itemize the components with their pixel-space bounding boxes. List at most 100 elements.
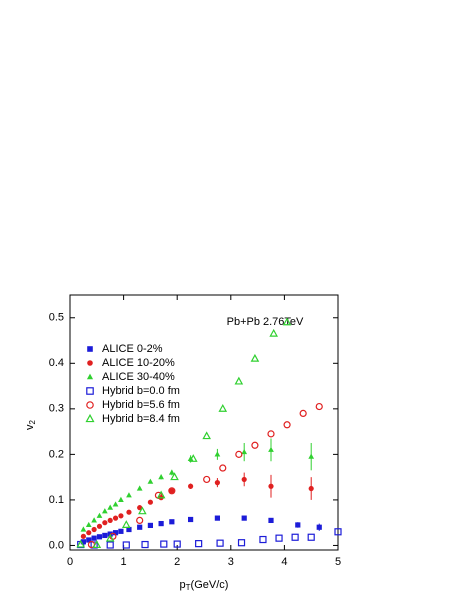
marker xyxy=(118,513,124,519)
marker xyxy=(80,533,86,539)
marker xyxy=(188,483,194,489)
marker xyxy=(283,421,291,429)
marker xyxy=(147,478,154,484)
marker xyxy=(147,499,153,505)
marker xyxy=(214,480,220,486)
marker xyxy=(241,515,247,521)
legend-marker xyxy=(86,387,94,395)
marker xyxy=(118,496,124,502)
marker xyxy=(106,541,114,549)
marker xyxy=(158,474,164,480)
marker xyxy=(158,520,164,527)
marker xyxy=(282,317,292,326)
plot-frame xyxy=(69,294,339,551)
marker xyxy=(234,376,244,385)
marker xyxy=(269,328,278,337)
y-label-base: v xyxy=(24,424,36,430)
marker xyxy=(86,537,92,543)
marker xyxy=(187,455,194,462)
y-tick-label: 0.3 xyxy=(49,403,64,415)
y-axis-label: v2 xyxy=(24,419,37,430)
x-label-base: p xyxy=(180,579,186,591)
marker xyxy=(85,521,92,528)
marker xyxy=(126,492,132,498)
marker xyxy=(141,540,149,549)
marker xyxy=(316,524,322,530)
marker xyxy=(268,517,274,524)
marker xyxy=(241,476,247,483)
x-label-sub: T xyxy=(186,583,191,592)
marker xyxy=(96,523,103,529)
legend-marker xyxy=(86,401,94,409)
marker xyxy=(90,541,98,549)
marker xyxy=(237,539,246,547)
marker xyxy=(107,517,113,524)
marker xyxy=(308,453,315,459)
marker xyxy=(96,512,103,518)
marker xyxy=(136,516,144,525)
marker xyxy=(315,402,323,411)
marker xyxy=(168,487,176,495)
marker xyxy=(121,520,131,528)
marker xyxy=(195,540,203,548)
legend-label: ALICE 10-20% xyxy=(102,357,175,369)
marker xyxy=(91,535,97,541)
marker xyxy=(112,530,119,536)
marker xyxy=(138,506,147,515)
y-tick-label: 0.1 xyxy=(49,494,64,506)
x-tick-label: 4 xyxy=(281,556,287,568)
marker xyxy=(118,528,124,534)
x-tick-label: 5 xyxy=(335,556,341,568)
marker xyxy=(334,528,342,536)
marker xyxy=(147,522,153,529)
marker xyxy=(76,539,86,548)
marker xyxy=(295,522,301,528)
marker xyxy=(80,526,87,532)
marker xyxy=(126,526,132,533)
marker xyxy=(126,509,132,515)
marker xyxy=(203,475,211,484)
marker xyxy=(268,483,274,489)
marker xyxy=(308,485,314,492)
marker xyxy=(268,446,274,452)
marker xyxy=(214,451,221,457)
marker xyxy=(107,504,114,510)
marker xyxy=(214,515,220,521)
marker xyxy=(112,501,119,507)
marker xyxy=(235,450,243,458)
legend-marker xyxy=(87,346,93,352)
marker xyxy=(112,515,119,521)
legend-label: Hybrid b=8.4 fm xyxy=(102,413,180,425)
y-tick-label: 0.4 xyxy=(49,357,64,369)
x-axis-label: pT(GeV/c) xyxy=(180,579,229,592)
marker xyxy=(92,540,102,548)
legend-marker xyxy=(85,413,95,423)
marker xyxy=(86,530,92,536)
legend-label: ALICE 0-2% xyxy=(102,343,163,355)
marker xyxy=(202,431,211,440)
marker xyxy=(122,541,130,549)
marker xyxy=(188,516,194,523)
marker xyxy=(96,534,103,540)
marker xyxy=(250,353,260,362)
marker xyxy=(137,524,143,530)
marker xyxy=(291,533,299,541)
marker xyxy=(91,517,97,523)
marker xyxy=(173,540,181,548)
marker xyxy=(169,488,175,494)
marker xyxy=(188,454,198,462)
y-tick-label: 0.5 xyxy=(49,312,64,324)
marker xyxy=(168,469,175,475)
marker xyxy=(275,534,283,542)
legend-label: Hybrid b=5.6 fm xyxy=(102,399,180,411)
legend-label: ALICE 30-40% xyxy=(102,371,175,383)
y-tick-label: 0.0 xyxy=(49,539,64,551)
marker xyxy=(91,526,97,533)
x-label-rest: (GeV/c) xyxy=(191,579,229,591)
marker xyxy=(169,519,175,525)
marker xyxy=(219,464,227,472)
marker xyxy=(102,520,108,526)
marker xyxy=(251,441,259,449)
x-tick-label: 3 xyxy=(228,556,234,568)
